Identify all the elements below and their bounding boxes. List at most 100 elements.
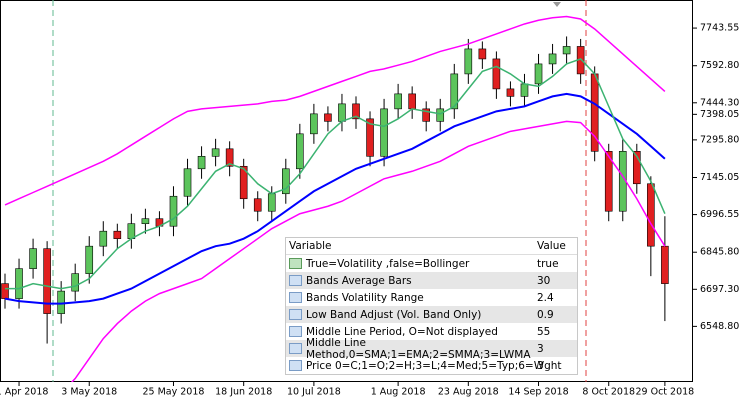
candle-body [169,195,178,227]
candle-body [197,155,206,170]
candle-body [310,113,318,135]
candle-body [141,218,150,225]
x-tick-label: 23 Aug 2018 [438,387,499,398]
x-tick-label: 1 Aug 2018 [371,387,426,398]
table-row: Price 0=C;1=O;2=H;3=L;4=Med;5=Typ;6=Wght… [286,357,577,374]
table-row: Bands Average Bars 30 [286,272,577,289]
y-tick-label: 7398.05 [700,109,739,120]
variable-cell: Bands Volatility Range [306,291,424,304]
x-tick-label: 3 May 2018 [61,387,117,398]
plot-area [1,15,669,382]
candle-body [478,48,487,60]
x-tick-label: 8 Oct 2018 [582,387,635,398]
x-tick-label: 25 May 2018 [143,387,205,398]
candle-body [29,248,37,269]
candle-body [632,151,641,185]
candle-body [324,113,332,122]
indicator-line [5,58,666,290]
candle-body [296,133,304,170]
candle-body [380,108,388,157]
variable-cell: Price 0=C;1=O;2=H;3=L;4=Med;5=Typ;6=Wght [306,359,562,372]
candle-body [604,151,613,212]
parameters-table: Variable Value True=Volatility ,false=Boll… [285,237,578,375]
x-tick-label: 14 Sep 2018 [508,387,568,398]
candle-body [661,245,669,284]
variable-cell: Low Band Adjust (Vol. Band Only) [306,308,482,321]
type-icon [289,343,302,354]
y-tick-label: 6697.30 [700,284,739,295]
scroll-marker [553,2,561,7]
table-row: Middle Line Period, O=Not displayed 55 [286,323,577,340]
value-cell: 3 [537,342,544,355]
variable-cell: True=Volatility ,false=Bollinger [306,257,470,270]
candle-body [113,230,122,239]
candle-body [366,118,374,157]
candle-body [15,268,23,299]
indicator-line [70,120,666,382]
candle-body [225,148,234,167]
candle-body [492,58,501,90]
candle-body [127,223,136,239]
table-row: Bands Volatility Range 2.4 [286,289,577,306]
candle-body [267,193,276,212]
candle-body [253,198,262,212]
candle-body [562,46,571,55]
value-cell: 30 [537,274,551,287]
y-tick-label: 6845.80 [700,247,739,258]
y-tick-label: 7295.80 [700,134,739,145]
variable-cell: Bands Average Bars [306,274,412,287]
type-icon [289,326,302,337]
variable-cell: Middle Line Period, O=Not displayed [306,325,498,338]
candle-body [548,53,557,65]
value-cell: true [537,257,559,270]
candle-body [352,103,360,120]
candle-body [647,183,655,247]
candle-body [85,245,94,274]
candle-body [408,93,416,110]
table-header: Variable Value [286,238,577,255]
value-cell: 0.9 [537,308,554,321]
value-cell: 2.4 [537,291,554,304]
x-tick-label: 11 Apr 2018 [0,387,48,398]
header-cell: Variable [289,240,332,252]
type-icon [289,360,302,371]
candle-body [239,165,248,200]
table-row: True=Volatility ,false=Bollinger true [286,255,577,272]
candle-body [338,103,346,122]
candle-body [1,283,9,299]
y-tick-label: 7743.55 [700,23,739,34]
type-icon [289,275,302,286]
y-tick-label: 7145.05 [700,172,739,183]
x-tick-label: 29 Oct 2018 [636,387,695,398]
candle-body [57,290,65,314]
candle-body [464,48,473,75]
value-cell: 3 [537,359,544,372]
candle-body [43,248,51,314]
y-tick-label: 6996.55 [700,209,739,220]
y-tick-label: 7444.30 [700,97,739,108]
header-cell: Value [537,240,566,252]
candle-body [71,273,79,292]
candle-body [534,63,543,85]
y-tick-label: 7592.80 [700,60,739,71]
table-row: Middle Line Method,0=SMA;1=EMA;2=SMMA;3=… [286,337,577,361]
x-tick-label: 10 Jul 2018 [287,387,341,398]
type-icon [289,292,302,303]
candle-body [211,148,220,157]
value-cell: 55 [537,325,551,338]
candle-body [436,108,445,122]
indicator-line [4,92,666,305]
candle-body [450,73,459,110]
variable-cell: Middle Line Method,0=SMA;1=EMA;2=SMMA;3=… [306,336,531,361]
candle-body [99,230,108,247]
candle-body [520,83,529,97]
candle-body [281,168,290,195]
candle-body [394,93,402,110]
type-icon [289,258,302,269]
candle-body [183,168,192,197]
candle-body [422,108,431,122]
candle-body [506,88,515,97]
indicator-line [4,15,666,206]
x-tick-label: 18 Jun 2018 [215,387,272,398]
